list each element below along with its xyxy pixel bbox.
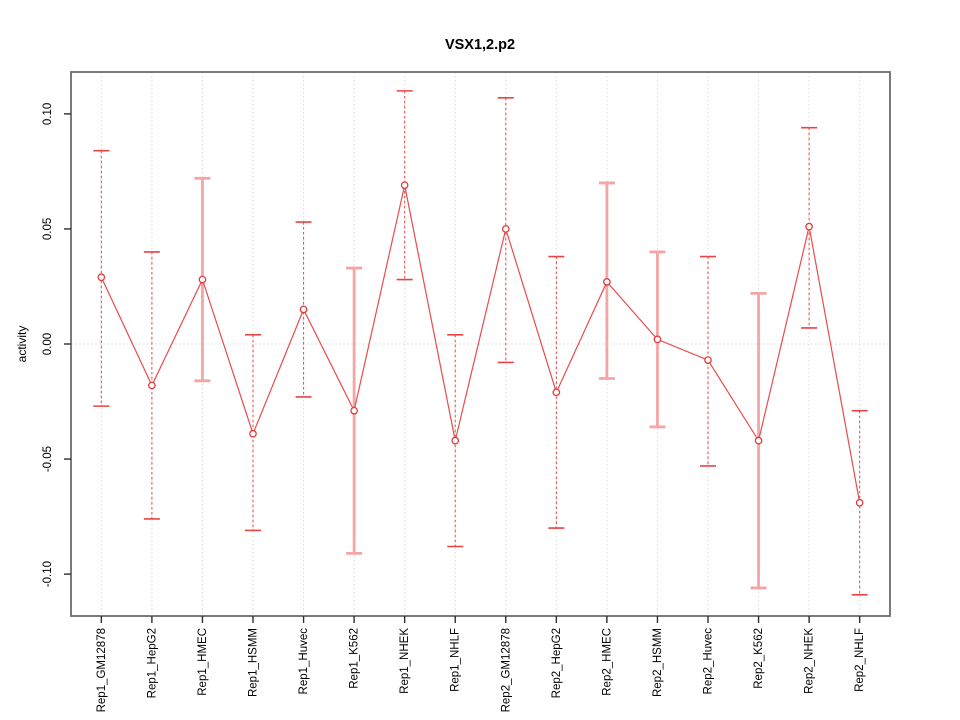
x-tick-label: Rep1_HMEC bbox=[197, 628, 209, 696]
data-point bbox=[198, 275, 207, 284]
x-tick-label: Rep2_HepG2 bbox=[551, 628, 563, 698]
x-tick-label: Rep1_NHLF bbox=[450, 628, 462, 692]
y-tick-label: 0.05 bbox=[42, 218, 54, 240]
y-tick-label: -0.10 bbox=[42, 561, 54, 587]
x-tick-label: Rep1_NHEK bbox=[399, 628, 411, 694]
x-tick-label: Rep1_HSMM bbox=[248, 628, 260, 697]
data-point bbox=[653, 335, 662, 344]
data-point bbox=[805, 222, 813, 231]
y-axis-label: activity bbox=[15, 326, 29, 363]
data-point bbox=[350, 406, 358, 415]
data-point bbox=[855, 498, 864, 507]
y-tick-label: 0.00 bbox=[42, 333, 54, 355]
data-point bbox=[299, 305, 308, 314]
x-tick-label: Rep1_K562 bbox=[349, 628, 361, 689]
x-tick-label: Rep1_HepG2 bbox=[146, 628, 158, 698]
data-point bbox=[603, 278, 611, 286]
data-point bbox=[501, 225, 510, 233]
data-point bbox=[704, 356, 712, 364]
x-tick-label: Rep2_GM12878 bbox=[500, 628, 512, 712]
data-point bbox=[754, 436, 763, 445]
x-tick-label: Rep1_Huvec bbox=[298, 628, 310, 695]
data-point bbox=[552, 388, 561, 397]
series-line bbox=[100, 185, 861, 503]
x-tick-label: Rep2_K562 bbox=[753, 628, 765, 689]
chart-generated: -0.10 -0.05 0.00 0.05 0.10 Rep1_GM12878 Rep1_H… bbox=[42, 71, 891, 712]
data-point bbox=[451, 436, 460, 445]
x-tick-label: Rep1_GM12878 bbox=[96, 628, 108, 712]
x-tick-label: Rep2_HMEC bbox=[601, 628, 613, 696]
y-tick-label: 0.10 bbox=[42, 103, 54, 125]
chart-title: VSX1,2.p2 bbox=[445, 37, 515, 53]
x-tick-label: Rep2_NHLF bbox=[854, 628, 866, 692]
data-point bbox=[148, 381, 156, 390]
data-point bbox=[400, 181, 409, 190]
y-tick-label: -0.05 bbox=[42, 446, 54, 472]
x-tick-label: Rep2_HSMM bbox=[652, 628, 664, 697]
x-tick-label: Rep2_NHEK bbox=[804, 628, 816, 694]
x-tick-label: Rep2_Huvec bbox=[703, 628, 715, 695]
data-point bbox=[249, 429, 257, 438]
data-point bbox=[97, 273, 106, 282]
